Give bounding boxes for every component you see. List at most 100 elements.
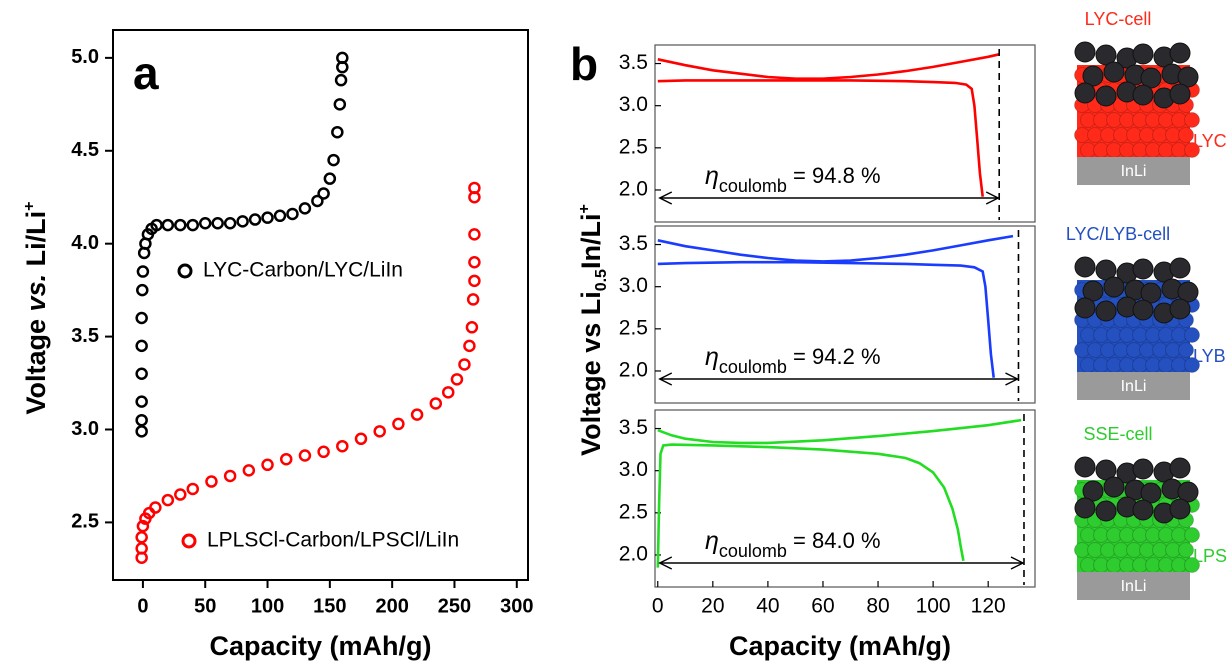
data-point <box>273 209 287 223</box>
data-point <box>317 187 330 200</box>
y-tick-label: 2.0 <box>619 359 648 382</box>
data-point <box>450 373 464 386</box>
carbon-particle <box>1082 280 1104 302</box>
anode-layer <box>1077 572 1190 600</box>
x-axis-label: Capacity (mAh/g) <box>209 631 431 661</box>
data-point <box>317 445 330 459</box>
carbon-particle <box>1140 482 1162 504</box>
data-point <box>135 413 148 427</box>
panel-label: a <box>133 47 159 99</box>
y-axis-label-part: Voltage <box>21 311 51 414</box>
data-point <box>236 215 249 228</box>
carbon-particle <box>1132 43 1154 65</box>
annotation: ηcoulomb = 94.8 % <box>705 162 881 196</box>
data-point <box>468 256 481 269</box>
carbon-particle <box>1095 259 1117 281</box>
annotation-part: = 94.2 % <box>787 344 881 369</box>
electrolyte-particle <box>1184 327 1200 343</box>
data-point <box>248 213 262 226</box>
data-point <box>161 218 175 232</box>
data-point <box>136 265 150 278</box>
data-point <box>373 425 386 438</box>
cell-title: LYC-cell <box>1085 9 1152 29</box>
arrow-head <box>658 191 1000 205</box>
y-axis-label-part: In/Li <box>576 214 606 270</box>
carbon-particle <box>1132 499 1154 521</box>
annotation-part: η <box>705 343 719 371</box>
carbon-particle <box>1095 44 1117 66</box>
annotation-part: = 94.8 % <box>787 163 881 188</box>
electrolyte-particle <box>1178 127 1194 143</box>
y-tick-label: 5.0 <box>71 46 99 68</box>
legend-label: LYC-Carbon/LYC/LiIn <box>203 259 403 282</box>
data-point <box>135 425 148 438</box>
carbon-particle <box>1169 457 1191 479</box>
data-point <box>223 469 237 483</box>
carbon-particle <box>1103 476 1125 498</box>
annotation: ηcoulomb = 94.2 % <box>705 343 881 377</box>
data-point <box>135 311 148 325</box>
data-point <box>279 452 293 466</box>
legend-marker <box>181 533 197 549</box>
data-point <box>336 439 349 453</box>
x-tick-label: 300 <box>500 595 533 617</box>
y-tick-label: 3.5 <box>71 325 99 347</box>
data-point <box>261 211 274 224</box>
carbon-particle <box>1074 497 1096 519</box>
carbon-particle <box>1074 41 1096 63</box>
carbon-particle <box>1132 258 1154 280</box>
data-point <box>468 274 481 288</box>
y-tick-label: 2.5 <box>619 500 648 523</box>
electrolyte-particle <box>1178 542 1194 558</box>
y-axis-label: Voltage vs Li0.5In/Li+ <box>576 204 610 456</box>
y-tick-label: 2.5 <box>619 135 648 158</box>
y-tick-label: 2.5 <box>71 511 99 533</box>
carbon-particle <box>1095 500 1117 522</box>
carbon-particle <box>1140 282 1162 304</box>
data-point <box>298 202 312 215</box>
carbon-particle <box>1177 481 1199 503</box>
y-axis-label-part: 0.5 <box>593 269 610 291</box>
data-point <box>174 218 187 232</box>
data-point <box>135 367 148 380</box>
data-point <box>135 531 148 544</box>
carbon-particle <box>1095 300 1117 322</box>
carbon-particle <box>1132 458 1154 480</box>
data-point <box>410 408 424 421</box>
annotation-part: coulomb <box>719 541 787 561</box>
data-point <box>323 172 337 185</box>
curve <box>657 234 1014 263</box>
y-tick-label: 3.5 <box>619 51 648 74</box>
data-point <box>429 397 443 410</box>
y-tick-label: 3.0 <box>619 458 648 481</box>
y-tick-label: 2.0 <box>619 543 648 566</box>
carbon-particle <box>1095 85 1117 107</box>
data-point <box>333 98 347 111</box>
y-axis-label: Voltage vs. Li/Li+ <box>21 202 51 415</box>
electrolyte-particle <box>1184 557 1200 573</box>
annotation: ηcoulomb = 84.0 % <box>705 527 881 561</box>
y-tick-label: 3.0 <box>619 274 648 297</box>
curve <box>657 53 1000 80</box>
electrolyte-particle <box>1184 142 1200 158</box>
curve <box>657 418 1022 445</box>
y-tick-label: 3.0 <box>71 418 99 440</box>
carbon-particle <box>1074 82 1096 104</box>
anode-label: InLi <box>1121 378 1147 395</box>
carbon-particle <box>1169 298 1191 320</box>
carbon-particle <box>1140 67 1162 89</box>
data-point <box>136 283 149 297</box>
curve <box>657 260 995 378</box>
data-point <box>135 395 148 408</box>
x-tick-label: 0 <box>137 595 148 617</box>
anode-label: InLi <box>1121 163 1147 180</box>
data-point <box>149 501 162 514</box>
data-point <box>186 482 200 496</box>
y-axis-label-part: vs. <box>21 274 51 312</box>
electrolyte-particle <box>1184 112 1200 128</box>
data-point <box>465 321 479 334</box>
carbon-particle <box>1103 276 1125 298</box>
legend-marker <box>177 263 193 279</box>
data-point <box>392 417 405 431</box>
data-point <box>135 339 148 353</box>
